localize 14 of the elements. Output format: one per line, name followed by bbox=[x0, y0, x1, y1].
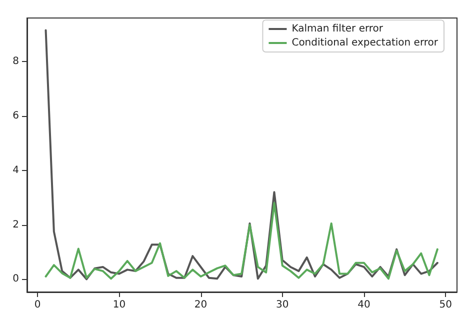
x-tick-label: 40 bbox=[358, 300, 370, 310]
line-series bbox=[44, 202, 438, 280]
x-tick-label: 50 bbox=[439, 300, 452, 310]
x-tick-label: 20 bbox=[194, 300, 208, 310]
y-tick-label: 0 bbox=[12, 274, 19, 285]
x-tick-label: 30 bbox=[276, 300, 289, 310]
y-tick-label: 8 bbox=[12, 56, 19, 68]
y-tick-label: 2 bbox=[12, 219, 19, 230]
y-tick-label: 6 bbox=[12, 110, 19, 122]
legend-label: Kalman filter error bbox=[292, 24, 384, 34]
x-tick-label: 0 bbox=[34, 300, 41, 310]
y-tick-label: 4 bbox=[12, 164, 19, 176]
x-tick-label: 10 bbox=[112, 300, 126, 310]
legend-label: Conditional expectation error bbox=[292, 38, 439, 48]
